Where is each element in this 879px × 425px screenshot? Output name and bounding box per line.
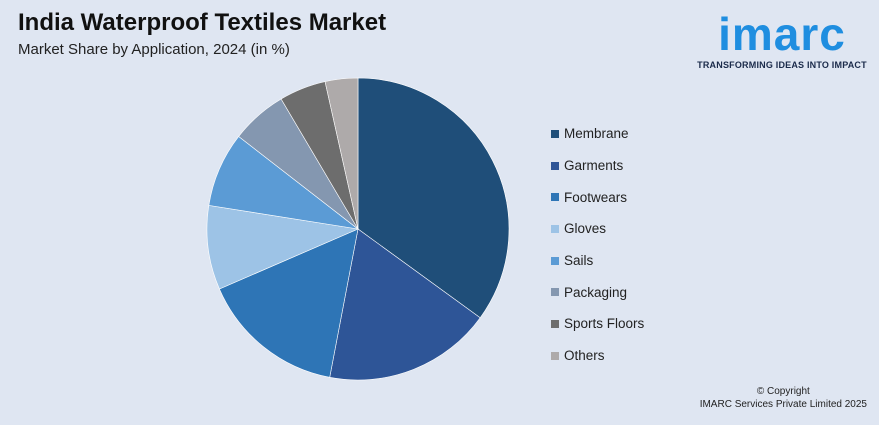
logo-wordmark: imarc <box>718 8 846 60</box>
pie-slice-garments <box>329 228 481 381</box>
legend-label: Gloves <box>564 221 607 237</box>
copyright-notice: © Copyright IMARC Services Private Limit… <box>700 385 867 411</box>
legend-item-packaging: Packaging <box>551 276 644 308</box>
pie-chart <box>206 77 510 381</box>
legend-item-footwears: Footwears <box>551 181 644 213</box>
logo-tagline: TRANSFORMING IDEAS INTO IMPACT <box>697 60 867 70</box>
chart-title: India Waterproof Textiles Market <box>18 9 387 36</box>
legend-label: Footwears <box>564 189 628 205</box>
copyright-line-1: © Copyright <box>756 386 810 397</box>
copyright-line-2: IMARC Services Private Limited 2025 <box>699 399 867 410</box>
legend-swatch <box>551 224 559 233</box>
legend-item-sails: Sails <box>551 245 644 277</box>
legend-swatch <box>551 319 559 328</box>
imarc-logo: imarc TRANSFORMING IDEAS INTO IMPACT <box>693 8 871 70</box>
pie-slice-gloves <box>206 205 360 290</box>
legend-label: Sports Floors <box>564 316 645 332</box>
legend-item-others: Others <box>551 340 644 372</box>
legend-label: Garments <box>564 158 624 174</box>
legend-item-sports-floors: Sports Floors <box>551 308 644 340</box>
legend-label: Others <box>564 348 605 364</box>
legend-item-membrane: Membrane <box>551 118 644 150</box>
legend-swatch <box>551 129 559 138</box>
legend-swatch <box>551 161 559 170</box>
legend-item-gloves: Gloves <box>551 213 644 245</box>
legend-swatch <box>551 193 559 202</box>
legend-swatch <box>551 256 559 265</box>
legend-label: Sails <box>564 253 594 269</box>
pie-slice-membrane <box>357 77 510 319</box>
legend-label: Membrane <box>564 126 629 142</box>
legend-swatch <box>551 351 559 360</box>
legend-swatch <box>551 288 559 297</box>
chart-subtitle: Market Share by Application, 2024 (in %) <box>18 41 290 58</box>
legend-item-garments: Garments <box>551 150 644 182</box>
chart-legend: Membrane Garments Footwears Gloves Sails Pack… <box>551 118 644 372</box>
pie-slice-footwears <box>219 228 359 378</box>
pie-slice-others <box>324 77 359 230</box>
legend-label: Packaging <box>564 284 628 300</box>
